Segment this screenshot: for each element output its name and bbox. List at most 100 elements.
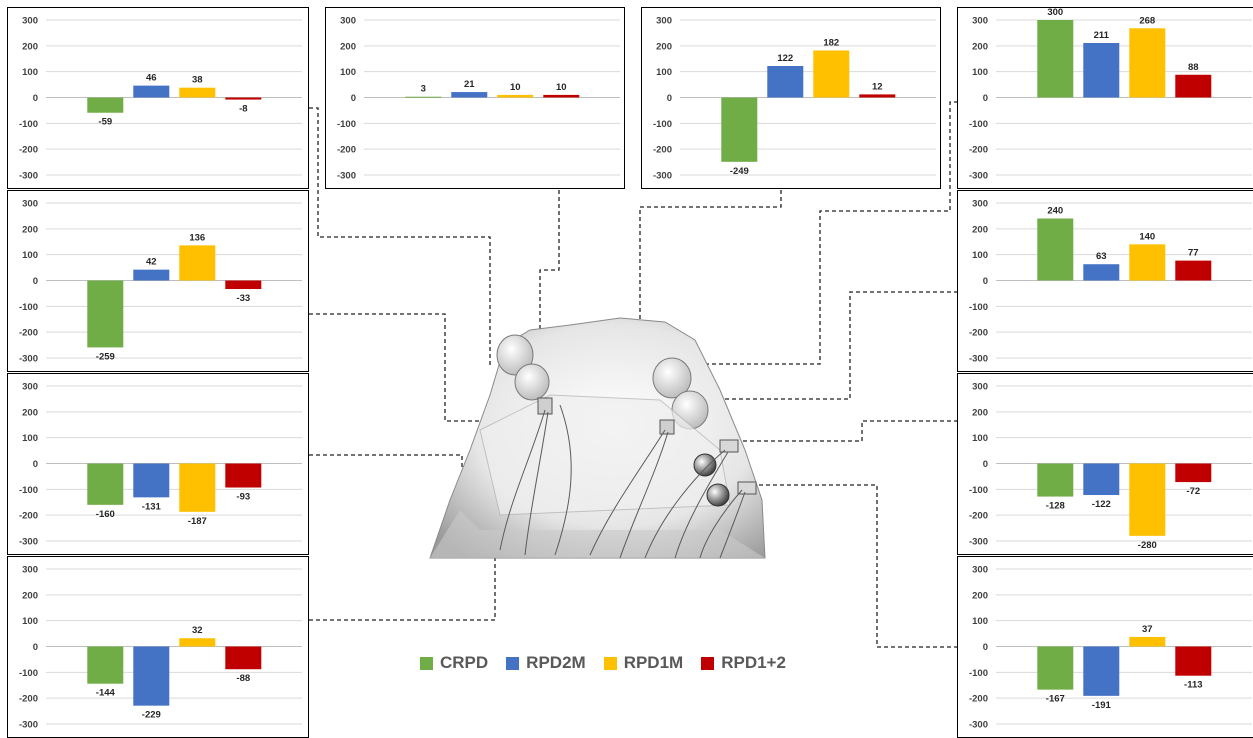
y-tick-label: 0 (983, 276, 988, 287)
legend-swatch-rpd1m (603, 656, 617, 670)
legend-item-rpd2m: RPD2M (506, 653, 586, 673)
y-tick-label: 0 (983, 642, 988, 653)
y-tick-label: -200 (969, 511, 988, 522)
bar-rpd1-2 (225, 97, 262, 100)
metal-ball-2 (706, 483, 730, 507)
sensor-3 (719, 439, 739, 453)
y-tick-label: 300 (22, 382, 38, 393)
y-tick-label: -100 (969, 302, 988, 313)
bar-rpd1-2 (225, 463, 262, 488)
y-tick-label: 300 (22, 199, 38, 210)
y-tick-label: 200 (22, 407, 38, 418)
bar-chart-left-1: 300 200 100 0 -100 -200 -300 -59 46 38 -8 (19, 16, 302, 182)
data-label: 10 (510, 82, 521, 93)
bar-rpd2m (1083, 264, 1120, 281)
y-tick-label: 300 (656, 16, 672, 27)
bar-crpd (87, 280, 124, 348)
y-tick-label: 0 (33, 459, 38, 470)
y-tick-label: 100 (340, 67, 356, 78)
legend-item-rpd1m: RPD1M (603, 653, 684, 673)
data-label: 46 (146, 73, 157, 84)
y-tick-label: 100 (972, 250, 988, 261)
y-tick-label: 100 (656, 67, 672, 78)
y-tick-label: -300 (969, 354, 988, 365)
chart-panel-right-1: 300 200 100 0 -100 -200 -300 300 211 268 88 (957, 7, 1253, 189)
y-tick-label: -300 (969, 537, 988, 548)
connector-right-4 (755, 484, 958, 648)
legend-item-crpd: CRPD (420, 653, 488, 673)
y-tick-label: -100 (19, 485, 38, 496)
bar-crpd (721, 97, 758, 162)
bar-rpd2m (133, 85, 170, 98)
bar-rpd2m (1083, 646, 1120, 696)
legend-item-rpd1-2: RPD1+2 (701, 653, 786, 673)
bar-rpd1-2 (1175, 646, 1212, 676)
legend-swatch-crpd (420, 656, 433, 670)
sensor-1 (537, 397, 553, 415)
data-label: 211 (1094, 30, 1110, 41)
bar-rpd1m (179, 245, 216, 281)
chart-panel-right-4: 300 200 100 0 -100 -200 -300 -167 -191 37 -113 (957, 556, 1253, 738)
y-tick-label: 300 (22, 565, 38, 576)
data-label: 88 (1188, 62, 1199, 73)
legend-label-rpd1-2: RPD1+2 (721, 653, 786, 672)
y-tick-label: -200 (19, 328, 38, 339)
legend-label-rpd1m: RPD1M (623, 653, 684, 672)
bar-rpd1-2 (1175, 74, 1212, 98)
bar-rpd1-2 (225, 646, 262, 670)
data-label: -88 (236, 673, 250, 684)
y-tick-label: 200 (656, 41, 672, 52)
bar-rpd2m (767, 65, 804, 98)
data-label: 140 (1139, 231, 1155, 242)
y-tick-label: -100 (19, 302, 38, 313)
data-label: -8 (239, 104, 247, 115)
sensor-4 (737, 481, 757, 495)
data-label: -128 (1046, 501, 1065, 512)
bar-rpd1m (497, 94, 534, 98)
data-label: 122 (777, 53, 793, 64)
chart-panel-left-2: 300 200 100 0 -100 -200 -300 -259 42 136 -33 (7, 190, 309, 372)
tooth-2 (514, 363, 550, 401)
sensor-2 (659, 419, 675, 435)
bar-rpd1-2 (859, 94, 896, 98)
data-label: -93 (236, 492, 250, 503)
y-tick-label: 200 (22, 224, 38, 235)
y-tick-label: -100 (19, 119, 38, 130)
y-tick-label: 300 (972, 565, 988, 576)
bar-rpd1m (179, 638, 216, 647)
legend-swatch-rpd1-2 (701, 656, 715, 670)
y-tick-label: 100 (972, 433, 988, 444)
legend-label-rpd2m: RPD2M (526, 653, 586, 672)
y-tick-label: 100 (972, 67, 988, 78)
bar-chart-right-2: 300 200 100 0 -100 -200 -300 240 63 140 77 (969, 199, 1252, 365)
y-tick-label: 0 (33, 276, 38, 287)
y-tick-label: -300 (969, 171, 988, 182)
bar-chart-right-1: 300 200 100 0 -100 -200 -300 300 211 268 88 (969, 8, 1252, 182)
bar-rpd2m (133, 463, 170, 498)
y-tick-label: 300 (22, 16, 38, 27)
y-tick-label: -200 (969, 328, 988, 339)
y-tick-label: -300 (19, 720, 38, 731)
y-tick-label: -100 (653, 119, 672, 130)
chart-panel-right-2: 300 200 100 0 -100 -200 -300 240 63 140 77 (957, 190, 1253, 372)
sensor-wires (499, 404, 746, 559)
data-label: 42 (146, 257, 157, 268)
y-tick-label: 0 (667, 93, 672, 104)
data-label: -160 (96, 509, 115, 520)
legend-swatch-rpd2m (506, 656, 520, 670)
y-tick-label: -100 (337, 119, 356, 130)
data-label: 38 (192, 75, 203, 86)
dental-cast-photo (429, 317, 766, 559)
y-tick-label: 100 (22, 250, 38, 261)
cast-shadow (430, 510, 765, 558)
chart-panel-right-3: 300 200 100 0 -100 -200 -300 -128 -122 -280 -72 (957, 373, 1253, 555)
y-tick-label: 200 (972, 590, 988, 601)
data-label: -229 (142, 710, 161, 721)
bar-chart-top-middle-right: 300 200 100 0 -100 -200 -300 -249 122 182 12 (653, 16, 936, 182)
data-label: 12 (872, 81, 883, 92)
data-label: 268 (1139, 15, 1155, 26)
chart-panel-left-3: 300 200 100 0 -100 -200 -300 -160 -131 -187 -93 (7, 373, 309, 555)
bar-crpd (1037, 218, 1074, 281)
y-tick-label: 100 (972, 616, 988, 627)
y-tick-label: -300 (19, 537, 38, 548)
